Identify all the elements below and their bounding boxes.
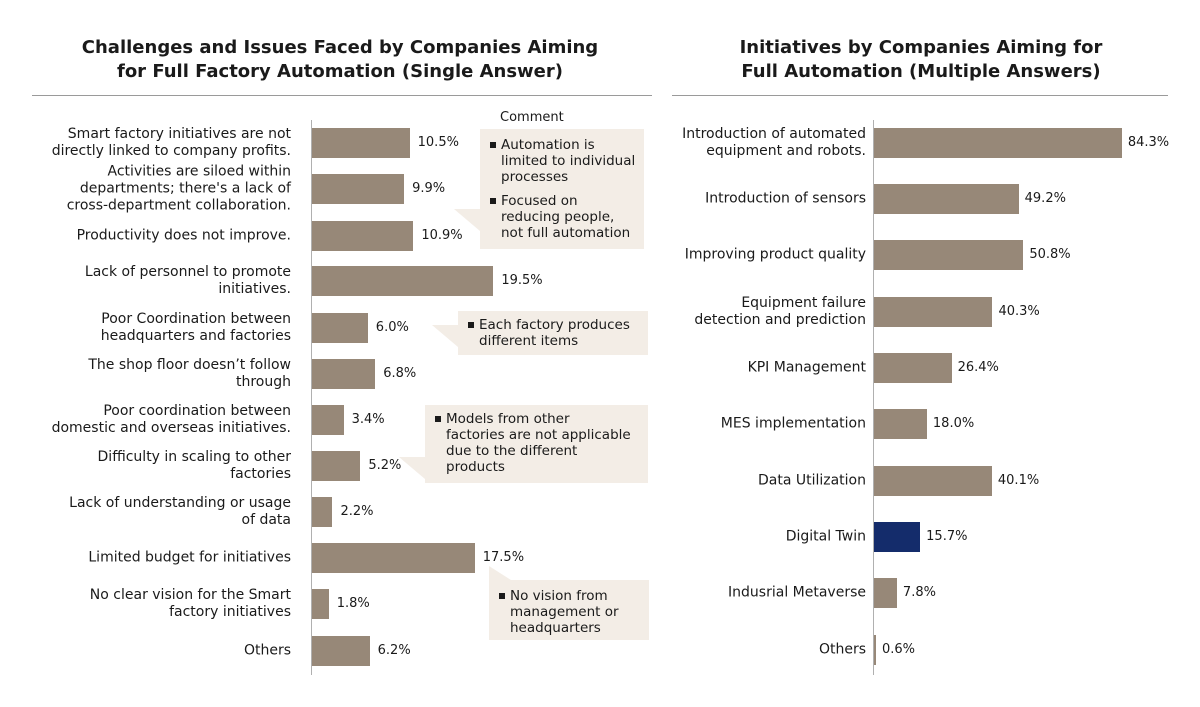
- comment-pointer: [399, 457, 425, 479]
- y-axis-line: [873, 120, 874, 675]
- comment-pointer: [454, 209, 480, 231]
- category-label: Poor Coordination between headquarters a…: [100, 311, 291, 344]
- value-label: 18.0%: [932, 416, 975, 431]
- value-label: 10.9%: [421, 228, 463, 243]
- bar: [874, 240, 1024, 270]
- bar: [874, 635, 876, 665]
- bar: [312, 128, 410, 158]
- value-label: 6.2%: [377, 643, 411, 658]
- bar: [312, 313, 368, 343]
- category-label: Data Utilization: [757, 472, 866, 489]
- category-label: Indusrial Metaverse: [728, 584, 866, 601]
- category-label: Improving product quality: [684, 246, 866, 263]
- category-label: Productivity does not improve.: [76, 227, 291, 244]
- title-divider: [672, 95, 1168, 96]
- category-label: Smart factory initiatives are not direct…: [51, 126, 291, 159]
- value-label: 10.5%: [417, 135, 459, 150]
- bar: [874, 353, 952, 383]
- category-label: Activities are siloed within departments…: [66, 163, 291, 214]
- bar: [312, 497, 333, 527]
- value-label: 7.8%: [902, 585, 936, 600]
- chart-title: Initiatives by Companies Aiming for Full…: [739, 37, 1103, 82]
- value-label: 19.5%: [501, 273, 543, 288]
- category-label: Lack of personnel to promote initiatives…: [84, 264, 291, 297]
- value-label: 40.3%: [998, 304, 1040, 319]
- bullet-icon: [468, 322, 474, 328]
- bar: [874, 184, 1019, 214]
- value-label: 84.3%: [1127, 135, 1170, 150]
- comment-pointer: [489, 566, 511, 580]
- comment-header: Comment: [500, 110, 564, 125]
- y-axis-line: [311, 120, 312, 675]
- value-label: 0.6%: [882, 642, 916, 657]
- value-label: 5.2%: [368, 458, 402, 473]
- bar: [312, 589, 329, 619]
- comment-box: Each factory produces different items: [432, 311, 648, 355]
- category-label: Digital Twin: [785, 528, 866, 545]
- category-label: MES implementation: [720, 415, 866, 432]
- title-divider: [32, 95, 652, 96]
- comment-text: Automation is limited to individual proc…: [501, 137, 636, 185]
- comment-pointer: [432, 325, 458, 347]
- bullet-icon: [490, 198, 496, 204]
- comment-text: Each factory produces different items: [479, 317, 630, 349]
- comment-text: Models from other factories are not appl…: [446, 411, 631, 475]
- bar: [312, 543, 475, 573]
- comment-box: Automation is limited to individual proc…: [454, 129, 644, 249]
- value-label: 17.5%: [482, 550, 525, 565]
- value-label: 2.2%: [340, 504, 374, 519]
- category-label: Poor coordination between domestic and o…: [51, 403, 291, 436]
- bar: [874, 578, 897, 608]
- category-label: Lack of understanding or usage of data: [69, 495, 291, 528]
- bar: [312, 359, 376, 389]
- comment-box: Models from other factories are not appl…: [399, 405, 648, 483]
- category-label: KPI Management: [747, 359, 866, 376]
- bar: [874, 522, 921, 552]
- bar: [874, 128, 1122, 158]
- value-label: 49.2%: [1024, 191, 1066, 206]
- category-label: Others: [818, 641, 866, 658]
- bar: [312, 266, 494, 296]
- value-label: 50.8%: [1029, 247, 1071, 262]
- comment-text: Focused on reducing people, not full aut…: [501, 193, 631, 241]
- bar: [312, 405, 344, 435]
- value-label: 3.4%: [351, 412, 385, 427]
- category-label: Introduction of automated equipment and …: [682, 126, 866, 159]
- comment-box: No vision from management or headquarter…: [489, 566, 649, 640]
- category-label: No clear vision for the Smart factory in…: [89, 587, 291, 620]
- category-label: Introduction of sensors: [705, 190, 866, 207]
- bar: [312, 221, 414, 251]
- category-label: The shop floor doesn’t follow through: [88, 357, 291, 390]
- category-label: Others: [243, 642, 291, 659]
- comment-text: No vision from management or headquarter…: [510, 588, 619, 636]
- bullet-icon: [499, 593, 505, 599]
- value-label: 26.4%: [957, 360, 999, 375]
- value-label: 9.9%: [412, 181, 446, 196]
- category-label: Difficulty in scaling to other factories: [97, 449, 291, 482]
- bar: [874, 409, 927, 439]
- bullet-icon: [490, 142, 496, 148]
- bar: [312, 174, 405, 204]
- chart-title: Challenges and Issues Faced by Companies…: [81, 37, 599, 82]
- value-label: 1.8%: [336, 596, 370, 611]
- bullet-icon: [435, 416, 441, 422]
- value-label: 15.7%: [926, 529, 968, 544]
- bar: [874, 466, 992, 496]
- bar: [312, 636, 370, 666]
- value-label: 6.8%: [383, 366, 417, 381]
- category-label: Limited budget for initiatives: [88, 549, 291, 566]
- bar: [312, 451, 361, 481]
- category-label: Equipment failure detection and predicti…: [694, 295, 866, 328]
- value-label: 40.1%: [997, 473, 1040, 488]
- bar: [874, 297, 993, 327]
- value-label: 6.0%: [375, 320, 409, 335]
